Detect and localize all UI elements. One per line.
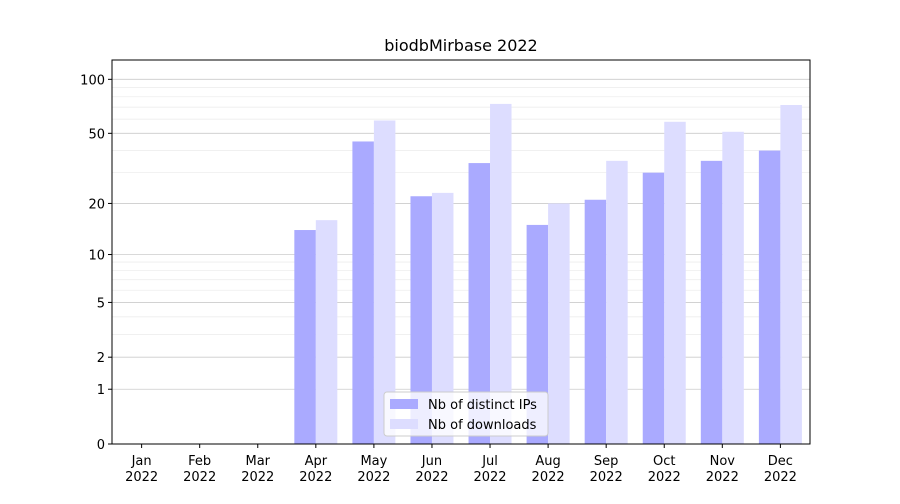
legend-swatch: [390, 419, 418, 429]
legend-swatch: [390, 399, 418, 409]
legend-box: [383, 391, 549, 437]
x-tick-label: 2022: [125, 470, 158, 485]
x-tick-label: 2022: [764, 470, 797, 485]
x-tick-label: 2022: [357, 470, 390, 485]
legend-label: Nb of downloads: [428, 418, 537, 433]
x-tick-label: Nov: [710, 454, 736, 469]
x-tick-label: 2022: [532, 470, 565, 485]
bar: [780, 104, 802, 445]
y-tick-label: 0: [97, 438, 105, 453]
bar: [664, 121, 686, 444]
y-tick-label: 2: [97, 351, 105, 366]
legend: Nb of distinct IPs Nb of downloads: [383, 391, 549, 437]
x-tick-label: Jan: [131, 454, 152, 469]
x-tick-label: May: [360, 454, 387, 469]
x-tick-label: Oct: [653, 454, 675, 469]
x-tick-label: 2022: [241, 470, 274, 485]
x-tick-label: Sep: [594, 454, 619, 469]
x-tick-label: 2022: [590, 470, 623, 485]
bar: [642, 172, 665, 444]
y-tick-label: 100: [80, 73, 105, 88]
bar: [468, 163, 491, 445]
y-tick-label: 50: [88, 127, 105, 142]
y-tick-label: 5: [97, 296, 105, 311]
x-tick-label: 2022: [299, 470, 332, 485]
x-tick-label: Dec: [768, 454, 793, 469]
bar: [722, 131, 744, 445]
x-tick-label: 2022: [473, 470, 506, 485]
legend-label: Nb of distinct IPs: [428, 398, 537, 413]
x-tick-label: 2022: [415, 470, 448, 485]
bar: [315, 220, 338, 444]
bar: [526, 224, 549, 444]
x-tick-label: Apr: [305, 454, 328, 469]
y-tick-label: 1: [97, 383, 105, 398]
x-tick-label: Jun: [421, 454, 442, 469]
x-tick-label: Jul: [481, 454, 498, 469]
bar: [490, 103, 512, 444]
x-tick-label: 2022: [648, 470, 681, 485]
x-tick-label: Aug: [535, 454, 560, 469]
bar: [700, 160, 723, 444]
bar: [294, 230, 316, 444]
bar: [373, 120, 396, 445]
bar: [410, 196, 432, 444]
x-tick-label: Mar: [245, 454, 270, 469]
bar: [606, 160, 628, 444]
plot-frame: [111, 59, 811, 445]
bar: [758, 150, 781, 445]
x-tick-label: Feb: [188, 454, 211, 469]
bar: [352, 141, 374, 444]
bar: [584, 199, 607, 444]
chart-title: biodbMirbase 2022: [384, 36, 537, 55]
x-tick-label: 2022: [183, 470, 216, 485]
bar: [431, 192, 454, 444]
y-tick-label: 10: [88, 249, 105, 264]
y-tick-label: 20: [88, 197, 105, 212]
bar: [548, 203, 570, 444]
x-tick-label: 2022: [706, 470, 739, 485]
